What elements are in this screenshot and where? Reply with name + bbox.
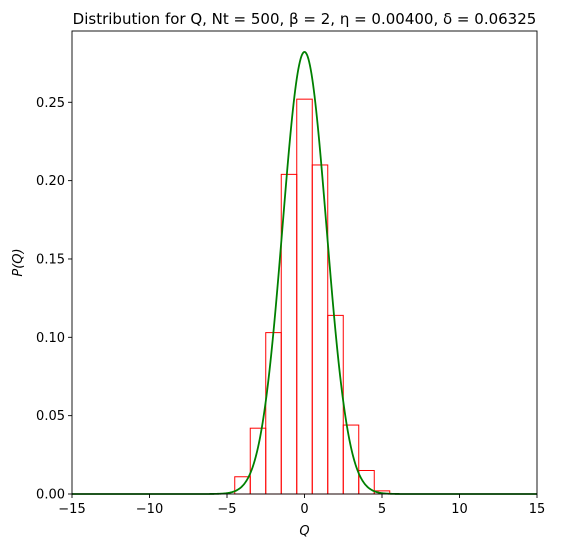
- y-tick-label: 0.10: [36, 331, 65, 346]
- y-tick-label: 0.25: [36, 96, 65, 111]
- x-tick-label: −5: [217, 502, 236, 517]
- histogram-bar: [342, 424, 360, 495]
- axes-frame: [71, 30, 538, 495]
- histogram-bar: [296, 98, 313, 495]
- x-tick-label: 0: [300, 502, 308, 517]
- chart-title: Distribution for Q, Nt = 500, β = 2, η =…: [73, 10, 537, 28]
- x-tick-label: −15: [58, 502, 85, 517]
- histogram-bar: [249, 427, 267, 495]
- y-tick-label: 0.05: [36, 409, 65, 424]
- plot-area: [71, 30, 538, 495]
- x-tick-label: −10: [136, 502, 163, 517]
- x-tick-label: 15: [529, 502, 546, 517]
- x-tick-label: 5: [378, 502, 386, 517]
- histogram-bar: [265, 332, 282, 495]
- histogram-bar: [327, 314, 344, 495]
- x-axis-label: Q: [299, 524, 309, 539]
- y-tick-label: 0.15: [36, 252, 65, 267]
- y-tick-label: 0.00: [36, 488, 65, 503]
- y-axis-ticks: 0.00 0.05 0.10 0.15 0.20 0.25: [36, 96, 72, 503]
- fit-curve: [72, 50, 537, 495]
- x-tick-label: 10: [451, 502, 468, 517]
- y-tick-label: 0.20: [36, 174, 65, 189]
- x-axis-ticks: −15 −10 −5 0 5 10 15: [58, 494, 545, 517]
- y-axis-label: P(Q): [11, 248, 26, 276]
